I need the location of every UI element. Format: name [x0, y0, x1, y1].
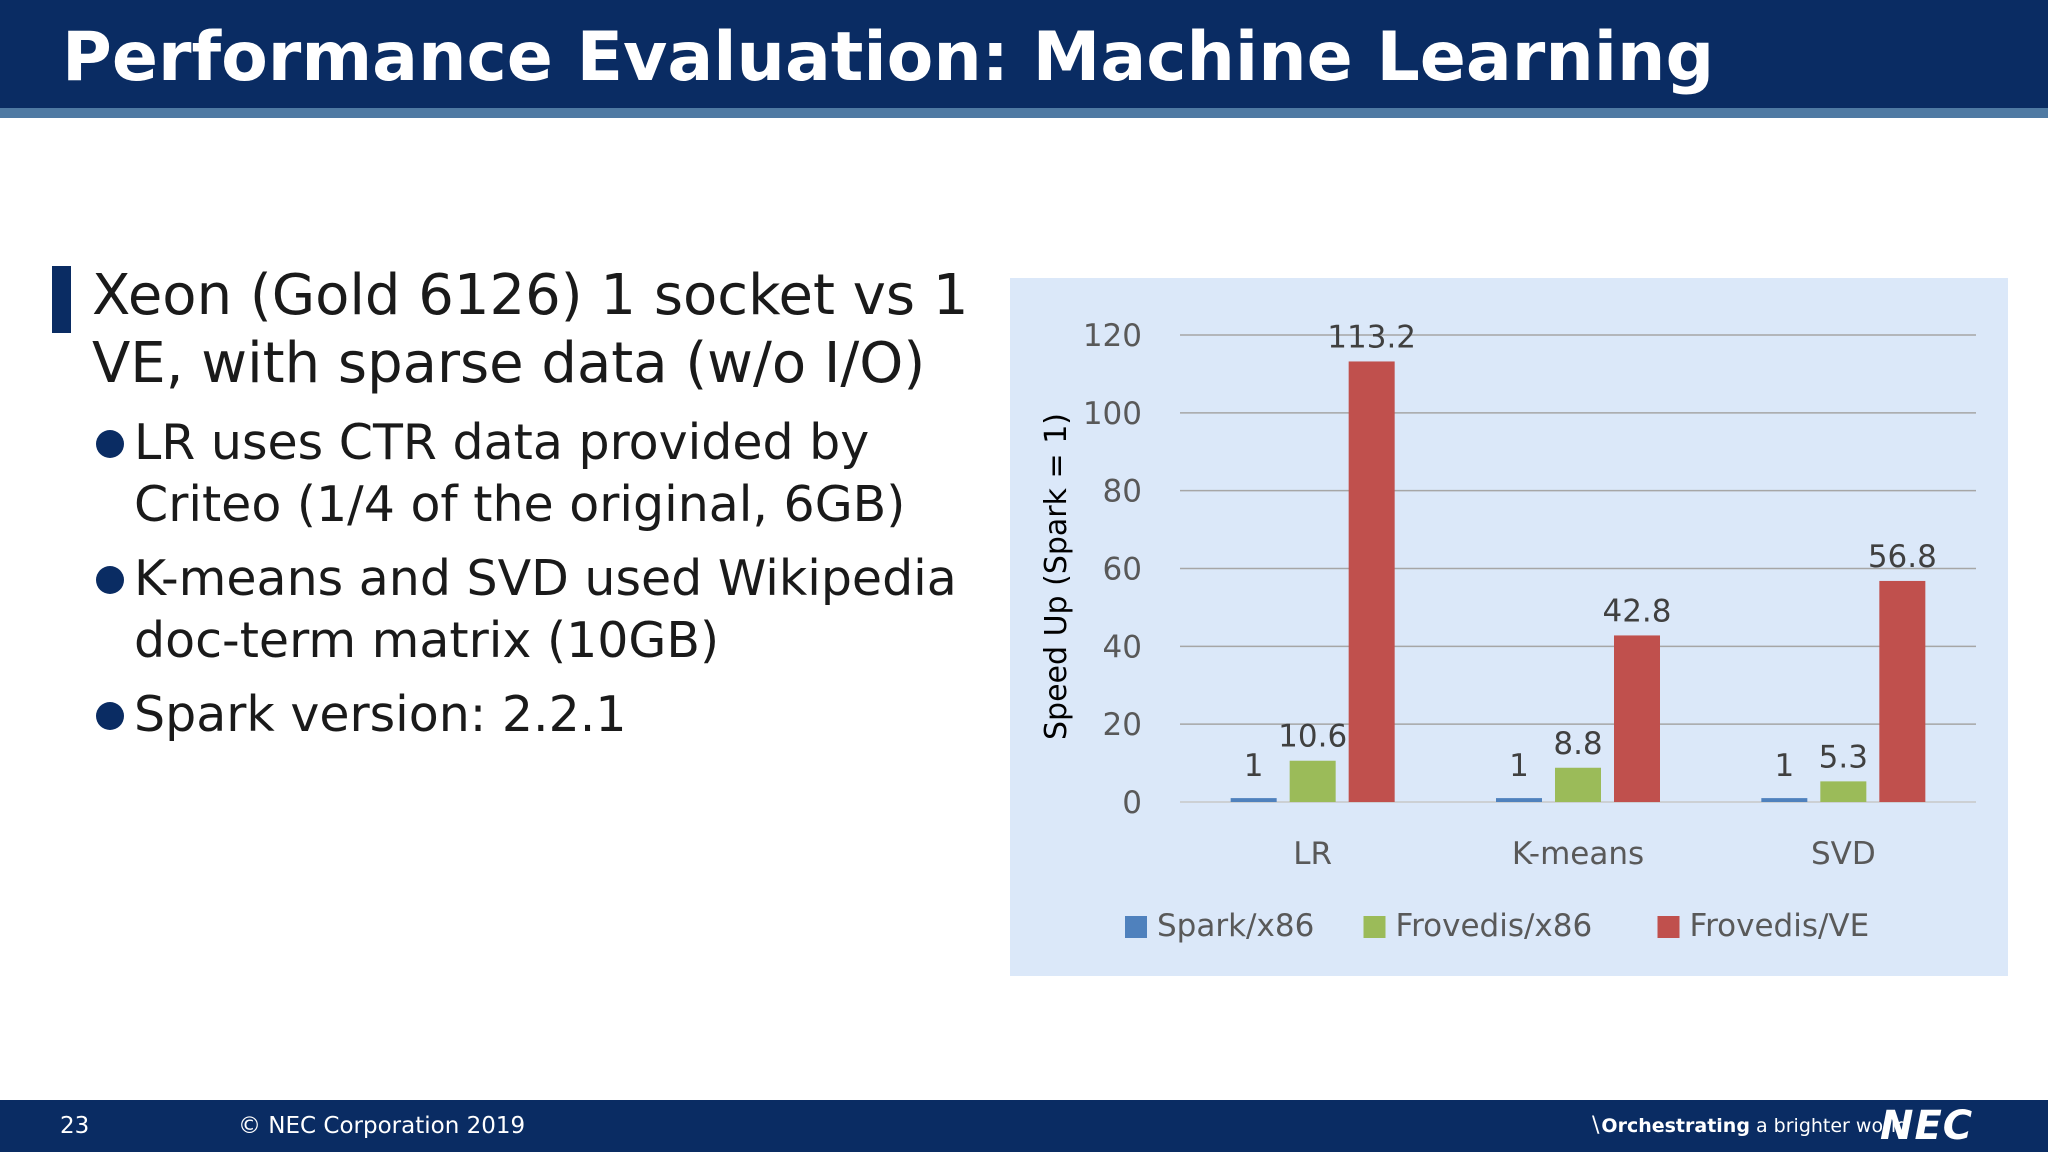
sub-bullet-item: LR uses CTR data provided by Criteo (1/4… [96, 412, 996, 536]
sub-bullet-text: K-means and SVD used Wikipedia doc-term … [134, 550, 957, 669]
main-bullet-marker [52, 266, 71, 333]
bar [1820, 781, 1867, 802]
nec-logo: NEC [1880, 1103, 1974, 1149]
legend-swatch [1363, 916, 1386, 938]
tagline-rest: a brighter world [1755, 1115, 1909, 1137]
legend-label: Frovedis/x86 [1396, 908, 1593, 944]
y-tick-label: 80 [1103, 474, 1142, 510]
copyright-text: © NEC Corporation 2019 [238, 1113, 526, 1139]
bar [1289, 760, 1336, 802]
bullet-dot-icon [96, 566, 124, 594]
sub-bullet-text: LR uses CTR data provided by Criteo (1/4… [134, 414, 906, 533]
data-label: 113.2 [1327, 319, 1416, 355]
legend-label: Spark/x86 [1157, 908, 1314, 944]
data-label: 1 [1774, 748, 1794, 784]
main-bullet-text: Xeon (Gold 6126) 1 socket vs 1 VE, with … [92, 263, 969, 396]
data-label: 42.8 [1602, 593, 1671, 629]
bullet-dot-icon [96, 430, 124, 458]
bullet-dot-icon [96, 702, 124, 730]
header-stripe [0, 108, 2048, 118]
footer-bar: 23 © NEC Corporation 2019 \ Orchestrating… [0, 1100, 2048, 1152]
tagline-strong: Orchestrating [1601, 1115, 1750, 1137]
tagline-slash-icon: \ [1592, 1113, 1600, 1138]
sub-bullet-list: LR uses CTR data provided by Criteo (1/4… [96, 412, 996, 758]
y-axis-title: Speed Up (Spark = 1) [1039, 413, 1074, 740]
bar [1496, 798, 1542, 802]
bar [1614, 635, 1660, 802]
y-tick-label: 100 [1083, 396, 1142, 432]
legend-label: Frovedis/VE [1690, 908, 1870, 944]
bar [1761, 798, 1808, 802]
header-bar [0, 0, 2048, 108]
bar [1348, 361, 1395, 802]
x-category-label: SVD [1811, 836, 1876, 872]
x-category-label: LR [1293, 836, 1332, 872]
sub-bullet-item: Spark version: 2.2.1 [96, 684, 996, 746]
chart-panel: 0 20 40 60 80 100 120 Speed Up (Spark = 1) 1 10.6… [1010, 278, 2008, 976]
legend-swatch [1125, 916, 1147, 938]
data-label: 8.8 [1553, 726, 1602, 762]
y-tick-label: 120 [1083, 318, 1142, 354]
tagline: \ Orchestrating a brighter world [1592, 1100, 1908, 1152]
speedup-bar-chart: 0 20 40 60 80 100 120 Speed Up (Spark = 1) 1 10.6… [1039, 318, 1976, 944]
data-label: 10.6 [1278, 719, 1347, 755]
bar [1230, 798, 1277, 802]
data-label: 1 [1244, 748, 1264, 784]
legend-swatch [1657, 916, 1680, 938]
sub-bullet-item: K-means and SVD used Wikipedia doc-term … [96, 548, 996, 672]
data-label: 5.3 [1819, 739, 1868, 775]
y-tick-label: 0 [1122, 785, 1142, 821]
slide-title: Performance Evaluation: Machine Learning [62, 18, 1715, 97]
y-tick-label: 60 [1103, 552, 1142, 588]
page-number: 23 [60, 1113, 90, 1139]
y-tick-label: 20 [1103, 707, 1142, 743]
bar [1879, 580, 1926, 802]
data-label: 56.8 [1868, 539, 1937, 575]
x-category-label: K-means [1512, 836, 1644, 872]
y-tick-label: 40 [1103, 629, 1142, 665]
sub-bullet-text: Spark version: 2.2.1 [134, 686, 627, 743]
data-label: 1 [1509, 748, 1529, 784]
bar [1555, 767, 1601, 802]
